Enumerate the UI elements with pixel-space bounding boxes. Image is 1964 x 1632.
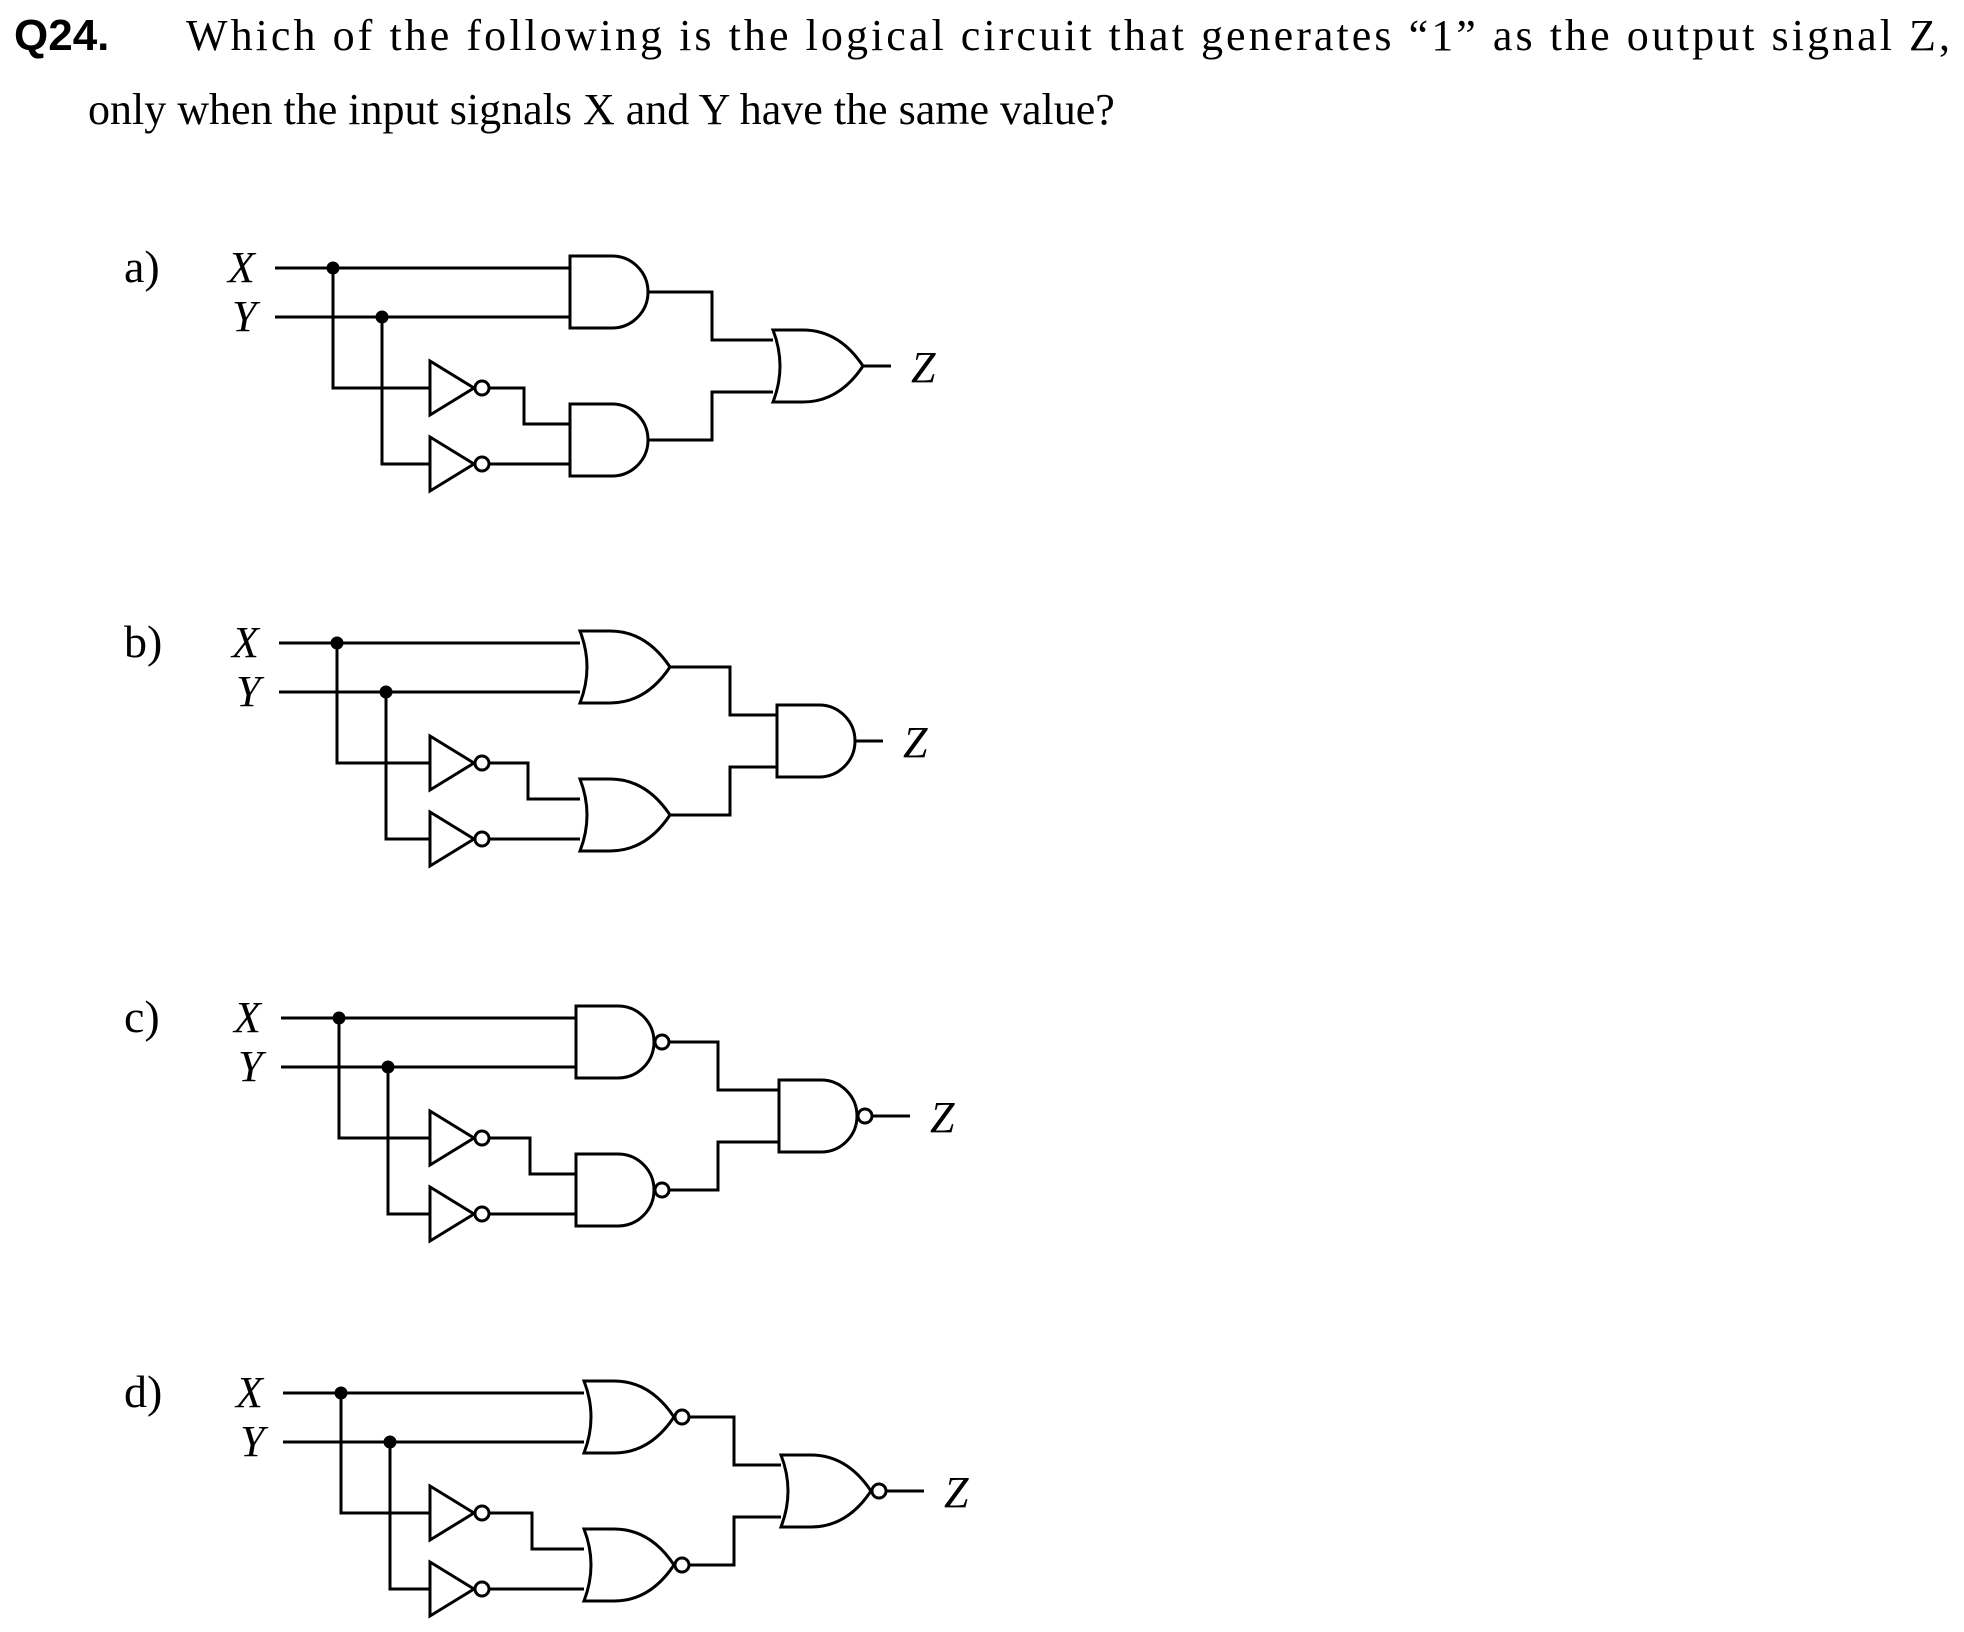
gate-output-nor-bubble <box>870 1482 888 1500</box>
not-gate-y-bubble <box>473 455 491 473</box>
output-z-label: Z <box>903 718 928 767</box>
junction-dot <box>381 1060 395 1074</box>
not-gate-x <box>428 1483 477 1543</box>
wire-stage1-bottom <box>689 1515 781 1567</box>
wire-stage1-top <box>670 665 777 717</box>
gate-output-nor <box>778 1453 873 1529</box>
gate-output-and <box>775 703 857 779</box>
junction-dot <box>334 1386 348 1400</box>
option-c[interactable]: c) XY Z <box>124 991 955 1244</box>
junction-dot <box>332 1011 346 1025</box>
gate-top-and <box>568 254 650 330</box>
option-label: b) <box>124 616 162 667</box>
gate-bottom-nand-bubble <box>653 1181 671 1199</box>
question-text-line-1: Which of the following is the logical ci… <box>186 11 1950 60</box>
gate-bottom-or <box>577 777 672 853</box>
option-label: a) <box>124 241 160 292</box>
not-gate-y <box>428 434 477 494</box>
not-gate-x <box>428 733 477 793</box>
wire-x-branch <box>331 268 430 390</box>
option-label: c) <box>124 991 160 1042</box>
input-y-label: Y <box>238 1042 267 1091</box>
input-x-label: X <box>232 993 263 1042</box>
gate-bottom-nor <box>581 1527 676 1603</box>
wire-x-branch <box>335 643 430 765</box>
not-gate-x <box>428 1108 477 1168</box>
wire-stage1-top <box>648 290 773 342</box>
input-x-label: X <box>234 1368 265 1417</box>
not-gate-y-bubble <box>473 1580 491 1598</box>
question-number: Q24. <box>14 11 109 60</box>
not-gate-x-bubble <box>473 1129 491 1147</box>
wire-y-branch <box>386 1067 430 1216</box>
wire-y-branch <box>380 317 430 466</box>
not-gate-x <box>428 358 477 418</box>
gate-bottom-nor-bubble <box>673 1556 691 1574</box>
wire-not-x <box>489 1511 584 1551</box>
wire-not-x <box>489 386 570 426</box>
wire-not-x <box>489 761 580 801</box>
option-a[interactable]: a) XY Z <box>124 241 936 494</box>
wire-stage1-bottom <box>648 390 773 442</box>
gate-top-nand <box>574 1004 656 1080</box>
wire-x-branch <box>337 1018 430 1140</box>
not-gate-x-bubble <box>473 754 491 772</box>
output-z-label: Z <box>944 1468 969 1517</box>
junction-dot <box>383 1435 397 1449</box>
gate-top-nor <box>581 1379 676 1455</box>
question-header: Q24. Which of the following is the logic… <box>14 11 1950 134</box>
not-gate-y <box>428 1184 477 1244</box>
junction-dot <box>330 636 344 650</box>
option-label: d) <box>124 1366 162 1417</box>
wire-not-x <box>489 1136 576 1176</box>
wire-y-branch <box>388 1442 430 1591</box>
junction-dot <box>326 261 340 275</box>
junction-dot <box>375 310 389 324</box>
input-x-label: X <box>226 243 257 292</box>
option-d[interactable]: d) XY Z <box>124 1366 969 1619</box>
wire-stage1-bottom <box>669 1140 779 1192</box>
wire-stage1-bottom <box>670 765 777 817</box>
wire-stage1-top <box>669 1040 779 1092</box>
question-text-line-2: only when the input signals X and Y have… <box>88 85 1115 134</box>
not-gate-x-bubble <box>473 379 491 397</box>
not-gate-y <box>428 809 477 869</box>
junction-dot <box>379 685 393 699</box>
gate-top-or <box>577 629 672 705</box>
gate-output-or <box>770 328 865 404</box>
not-gate-y-bubble <box>473 1205 491 1223</box>
not-gate-x-bubble <box>473 1504 491 1522</box>
output-z-label: Z <box>930 1093 955 1142</box>
output-z-label: Z <box>911 343 936 392</box>
wire-y-branch <box>384 692 430 841</box>
input-x-label: X <box>230 618 261 667</box>
gate-bottom-and <box>568 402 650 478</box>
input-y-label: Y <box>236 667 265 716</box>
not-gate-y-bubble <box>473 830 491 848</box>
option-b[interactable]: b) XY Z <box>124 616 928 869</box>
gate-top-nand-bubble <box>653 1033 671 1051</box>
input-y-label: Y <box>232 292 261 341</box>
wire-x-branch <box>339 1393 430 1515</box>
gate-output-nand-bubble <box>856 1107 874 1125</box>
gate-bottom-nand <box>574 1152 656 1228</box>
gate-output-nand <box>777 1078 859 1154</box>
gate-top-nor-bubble <box>673 1408 691 1426</box>
wire-stage1-top <box>689 1415 781 1467</box>
not-gate-y <box>428 1559 477 1619</box>
input-y-label: Y <box>240 1417 269 1466</box>
